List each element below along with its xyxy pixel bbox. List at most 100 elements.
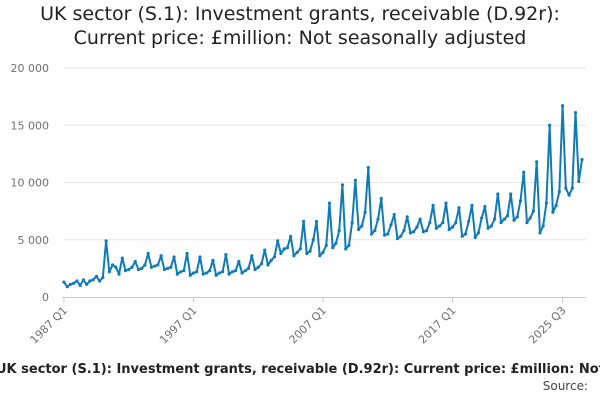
data-point <box>88 279 92 283</box>
data-point <box>496 192 500 196</box>
data-point <box>502 217 506 221</box>
y-tick-label: 10 000 <box>11 177 50 190</box>
data-point <box>489 224 493 228</box>
data-point <box>476 231 480 235</box>
data-point <box>178 270 183 274</box>
data-point <box>204 271 209 275</box>
data-point <box>551 210 555 214</box>
data-point <box>211 258 215 262</box>
data-point <box>522 170 526 174</box>
data-point <box>314 219 319 224</box>
data-point <box>499 220 503 225</box>
data-point <box>120 256 124 260</box>
data-point <box>567 193 571 197</box>
data-point <box>544 201 548 205</box>
data-point <box>560 104 565 108</box>
data-point <box>538 231 542 235</box>
data-point <box>256 265 260 269</box>
data-point <box>266 263 270 267</box>
data-point <box>159 254 163 258</box>
data-point <box>577 179 581 183</box>
data-point <box>130 265 134 269</box>
data-point <box>217 271 221 275</box>
data-point <box>269 258 273 262</box>
data-point <box>123 269 128 273</box>
data-point <box>263 248 267 252</box>
data-point <box>182 269 186 273</box>
data-point <box>166 266 170 270</box>
gridlines <box>64 67 586 241</box>
data-point <box>104 239 108 243</box>
data-point <box>444 201 448 205</box>
source-label: Source: <box>542 379 588 393</box>
data-point <box>243 269 247 273</box>
x-tick-label: 2007 Q1 <box>287 304 330 347</box>
data-point <box>470 203 474 207</box>
data-point <box>360 224 364 228</box>
data-point <box>282 247 286 251</box>
data-point <box>117 272 121 276</box>
data-point <box>564 186 568 190</box>
data-point <box>331 246 335 250</box>
data-point <box>454 220 458 225</box>
y-tick-label: 20 000 <box>11 62 50 75</box>
data-point <box>363 210 367 214</box>
data-point <box>483 204 487 209</box>
y-tick-label: 0 <box>42 291 49 304</box>
y-tick-label: 5 000 <box>18 234 50 247</box>
data-point <box>431 203 435 207</box>
data-point <box>570 186 574 190</box>
data-point <box>515 215 519 219</box>
data-point <box>169 265 173 269</box>
data-point <box>441 220 445 225</box>
y-axis-ticks: 0 5 000 10 000 15 000 20 000 <box>11 62 50 304</box>
data-point <box>253 267 257 272</box>
data-point <box>412 230 416 234</box>
data-point <box>240 271 244 275</box>
data-point <box>450 225 455 229</box>
data-point <box>227 272 231 276</box>
data-point <box>198 255 202 259</box>
data-point <box>350 220 354 225</box>
data-point <box>425 228 429 233</box>
data-point <box>434 226 438 230</box>
data-point <box>392 212 396 217</box>
data-point <box>162 267 166 272</box>
data-point <box>175 272 179 276</box>
data-point <box>149 265 154 269</box>
data-point <box>233 269 238 273</box>
data-point <box>250 254 254 258</box>
data-point <box>376 217 380 221</box>
data-point <box>85 282 89 286</box>
data-point <box>402 228 406 233</box>
data-point <box>395 237 400 241</box>
data-point <box>65 285 69 289</box>
data-point <box>535 160 539 164</box>
data-point <box>246 266 251 270</box>
data-point <box>78 283 82 288</box>
data-point <box>389 223 393 227</box>
data-point <box>308 249 312 253</box>
data-point <box>473 235 477 240</box>
data-point <box>405 215 409 219</box>
data-point <box>91 278 95 282</box>
data-point <box>457 206 461 210</box>
data-point <box>418 217 422 221</box>
x-tick-label: 2017 Q1 <box>416 304 459 347</box>
data-point <box>276 239 280 243</box>
data-point <box>110 263 115 267</box>
data-point <box>289 234 293 238</box>
data-point <box>492 217 497 221</box>
data-point <box>337 228 341 233</box>
data-point <box>272 255 277 259</box>
data-point <box>311 238 315 242</box>
data-point <box>528 216 532 220</box>
data-point <box>279 251 283 256</box>
data-point <box>548 123 552 127</box>
chart-title: UK sector (S.1): Investment grants, rece… <box>0 2 600 50</box>
data-point <box>399 234 403 238</box>
x-tick-label: 1987 Q1 <box>28 304 71 347</box>
data-point <box>72 281 76 285</box>
data-point <box>143 263 147 267</box>
